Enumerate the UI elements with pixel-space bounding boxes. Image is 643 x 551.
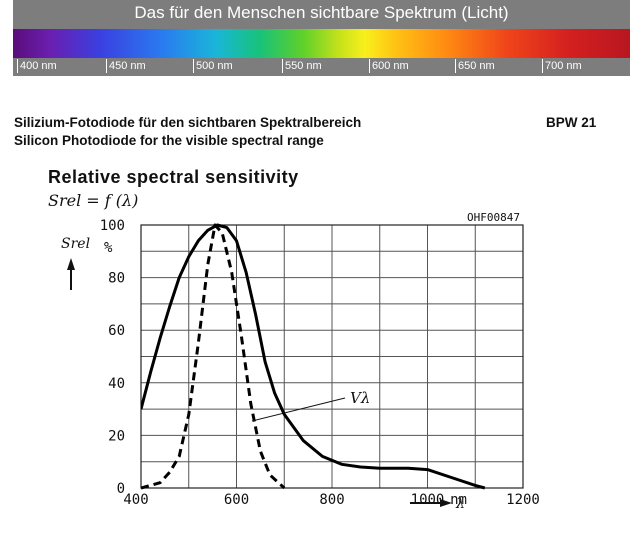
spectrum-tick-650: 650 nm — [455, 59, 495, 73]
annotation-leader — [251, 397, 346, 422]
y-tick-label: 60 — [108, 323, 125, 339]
y-axis-arrowhead — [67, 258, 75, 270]
y-tick-label: 0 — [117, 481, 125, 497]
spectrum-tick-600: 600 nm — [369, 59, 409, 73]
spectrum-tick-450: 450 nm — [106, 59, 146, 73]
x-tick-label: 400 — [123, 492, 148, 508]
spectrum-tick-500: 500 nm — [193, 59, 233, 73]
x-tick-label: 1200 — [506, 492, 540, 508]
x-tick-label: 600 — [224, 492, 249, 508]
series-line-srel — [141, 223, 486, 490]
annotation-label: Vλ — [350, 389, 370, 407]
part-number: BPW 21 — [546, 115, 597, 130]
spectrum-tick-550: 550 nm — [282, 59, 322, 73]
x-axis-label: λ — [455, 496, 465, 512]
spectrum-tick-700: 700 nm — [542, 59, 582, 73]
y-tick-label: 80 — [108, 271, 125, 287]
y-tick-label: 100 — [100, 218, 125, 234]
heading-english: Silicon Photodiode for the visible spect… — [14, 133, 324, 148]
y-unit-label: % — [104, 240, 113, 256]
y-tick-label: 40 — [108, 376, 125, 392]
spectrum-banner: Das für den Menschen sichtbare Spektrum … — [13, 0, 630, 76]
spectrum-color-bar — [13, 29, 630, 58]
y-tick-label: 20 — [108, 428, 125, 444]
heading-german: Silizium-Fotodiode für den sichtbaren Sp… — [14, 115, 362, 130]
y-axis-label: Srel — [61, 236, 90, 252]
chart-title: Relative spectral sensitivity — [48, 167, 299, 187]
plot-frame — [140, 224, 524, 489]
banner-title: Das für den Menschen sichtbare Spektrum … — [134, 3, 509, 22]
x-unit-label: nm — [450, 492, 467, 508]
series-line-v-lambda — [141, 223, 286, 490]
x-tick-label: 1000 — [411, 492, 445, 508]
x-tick-label: 800 — [319, 492, 344, 508]
chart-formula: Srel = f (λ) — [48, 191, 139, 210]
x-axis-arrowhead — [440, 499, 452, 507]
spectrum-tick-400: 400 nm — [17, 59, 57, 73]
figure-code: OHF00847 — [467, 211, 520, 224]
